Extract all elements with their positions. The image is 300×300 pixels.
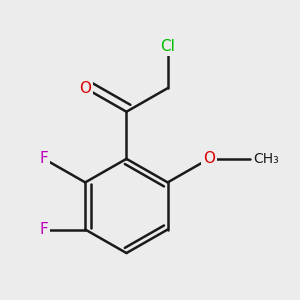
Text: CH₃: CH₃ (253, 152, 279, 166)
Text: O: O (79, 81, 91, 96)
Text: F: F (40, 151, 48, 166)
Text: O: O (203, 151, 215, 166)
Text: Cl: Cl (160, 39, 175, 54)
Text: F: F (40, 222, 48, 237)
